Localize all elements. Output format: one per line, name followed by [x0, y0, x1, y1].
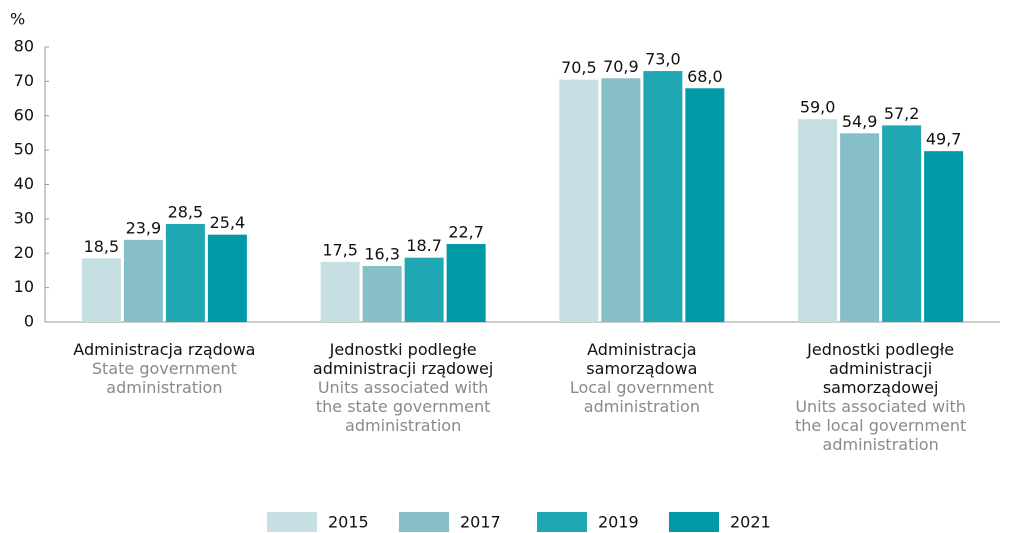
bar [559, 79, 599, 322]
y-tick-label: 20 [14, 243, 34, 262]
category-label-en: Local government administration [569, 378, 714, 416]
data-label: 16,3 [364, 244, 400, 263]
data-label: 25,4 [210, 213, 246, 232]
data-label: 23,9 [126, 218, 162, 237]
bar [362, 265, 402, 322]
data-label: 54,9 [842, 112, 878, 131]
category-label-pl: Administracja samorządowa [586, 340, 698, 378]
bar [320, 261, 360, 322]
category-label-pl: Administracja rządowa [73, 340, 256, 359]
legend-label: 2021 [730, 513, 771, 532]
data-label: 18.7 [406, 236, 442, 255]
legend-swatch [537, 512, 587, 532]
category-label: Administracja samorządowa Local governmen… [542, 340, 742, 416]
bar [207, 234, 247, 322]
bar [446, 243, 486, 322]
data-label: 28,5 [168, 203, 204, 222]
bar [882, 125, 922, 322]
legend-swatch [399, 512, 449, 532]
bar [601, 78, 641, 322]
category-label-en: Units associated with the state governme… [315, 378, 491, 435]
bar [123, 239, 163, 322]
y-tick-label: 30 [14, 208, 34, 227]
y-tick-label: 10 [14, 277, 34, 296]
bar [165, 224, 205, 322]
data-label: 57,2 [884, 104, 920, 123]
category-label: Administracja rządowa State government ad… [64, 340, 264, 397]
bar [798, 119, 838, 322]
category-label-pl: Jednostki podległe administracji samorzą… [807, 340, 955, 397]
legend-label: 2015 [328, 513, 369, 532]
category-label-en: Units associated with the local governme… [795, 397, 967, 454]
bar [924, 151, 964, 322]
category-label-pl: Jednostki podległe administracji rządowe… [312, 340, 494, 378]
data-label: 70,9 [603, 57, 639, 76]
y-tick-label: 0 [24, 312, 34, 331]
bar [404, 257, 444, 322]
category-label: Jednostki podległe administracji samorzą… [781, 340, 981, 454]
y-tick-label: 80 [14, 37, 34, 56]
y-tick-label: 60 [14, 105, 34, 124]
data-label: 18,5 [84, 237, 120, 256]
legend-swatch [669, 512, 719, 532]
bar [840, 133, 880, 322]
category-label: Jednostki podległe administracji rządowe… [303, 340, 503, 435]
data-label: 22,7 [448, 222, 484, 241]
data-label: 70,5 [561, 58, 597, 77]
legend-swatch [267, 512, 317, 532]
y-tick-label: 70 [14, 71, 34, 90]
bar [643, 71, 683, 322]
y-tick-label: 40 [14, 174, 34, 193]
data-label: 49,7 [926, 130, 962, 149]
data-label: 59,0 [800, 98, 836, 117]
legend-label: 2019 [598, 513, 639, 532]
data-label: 17,5 [322, 240, 358, 259]
data-label: 73,0 [645, 50, 681, 69]
bar [81, 258, 121, 322]
category-label-en: State government administration [91, 359, 237, 397]
y-tick-label: 50 [14, 140, 34, 159]
legend-label: 2017 [460, 513, 501, 532]
data-label: 68,0 [687, 67, 723, 86]
y-unit: % [10, 10, 25, 29]
bar [685, 88, 725, 322]
